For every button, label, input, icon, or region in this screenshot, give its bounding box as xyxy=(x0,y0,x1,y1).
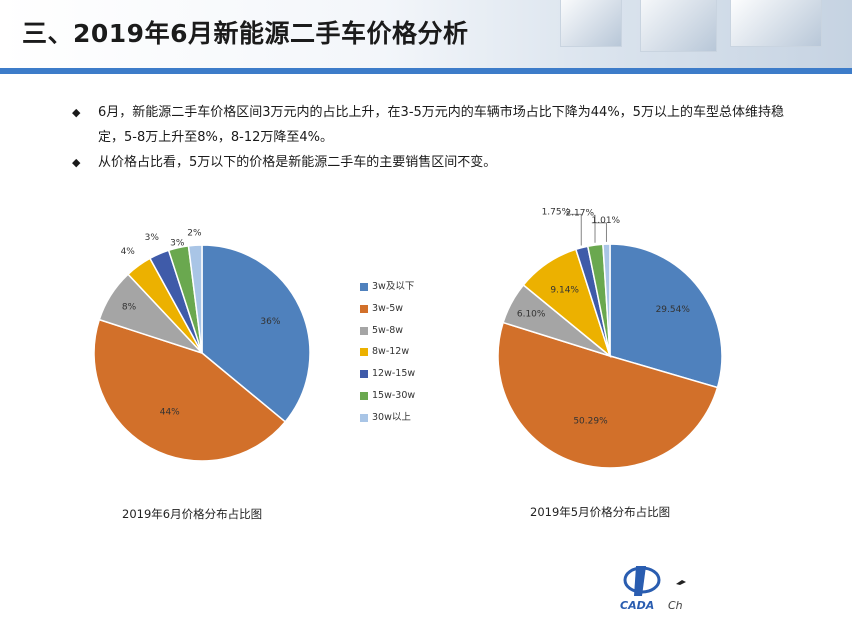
legend-label: 8w-12w xyxy=(372,346,410,358)
data-label: 3% xyxy=(170,238,185,248)
header-accent-bar xyxy=(0,68,852,74)
pie-slice xyxy=(93,318,287,462)
legend-swatch xyxy=(360,283,368,291)
svg-text:Ch: Ch xyxy=(668,599,683,612)
legend-label: 5w-8w xyxy=(372,324,404,336)
bullet-item: ◆ 6月，新能源二手车价格区间3万元内的占比上升，在3-5万元内的车辆市场占比下… xyxy=(72,100,792,150)
diamond-icon: ◆ xyxy=(72,156,81,169)
decor-cube xyxy=(730,0,822,47)
data-label: 6.10% xyxy=(517,309,546,319)
data-label: 8% xyxy=(122,303,137,313)
legend-swatch xyxy=(360,348,368,357)
bullet-text: 从价格占比看，5万以下的价格是新能源二手车的主要销售区间不变。 xyxy=(98,155,497,170)
data-label: 44% xyxy=(160,408,180,418)
legend-swatch xyxy=(360,326,368,335)
legend-label: 15w-30w xyxy=(372,389,416,401)
legend-label: 3w-5w xyxy=(372,302,404,314)
chart-legend: 3w及以下 3w-5w 5w-8w 8w-12w 12w-15w 15w-30w 30w以上 xyxy=(360,280,415,433)
legend-item: 8w-12w xyxy=(360,345,415,367)
pie-slice xyxy=(187,244,203,354)
page-title: 三、2019年6月新能源二手车价格分析 xyxy=(22,19,469,48)
pie-slice xyxy=(201,244,311,423)
legend-swatch xyxy=(360,413,368,422)
cada-logo: CADA Ch xyxy=(612,562,722,618)
data-label: 3% xyxy=(145,233,160,243)
data-label: 36% xyxy=(260,317,280,327)
data-label: 1.75% xyxy=(542,207,571,217)
data-label: 4% xyxy=(121,247,136,257)
decor-cube xyxy=(560,0,622,47)
legend-item: 3w-5w xyxy=(360,302,415,324)
legend-swatch xyxy=(360,304,368,313)
header: 三、2019年6月新能源二手车价格分析 xyxy=(0,0,852,70)
data-label: 2.17% xyxy=(565,208,594,218)
data-label: 29.54% xyxy=(656,305,691,315)
diamond-icon: ◆ xyxy=(72,106,81,119)
pie-slice xyxy=(602,243,611,357)
legend-label: 12w-15w xyxy=(372,368,416,380)
legend-item: 12w-15w xyxy=(360,367,415,389)
data-label: 2% xyxy=(187,228,202,238)
data-label: 50.29% xyxy=(573,416,608,426)
leader-line xyxy=(593,214,596,243)
legend-label: 3w及以下 xyxy=(372,281,415,292)
bullet-list: ◆ 6月，新能源二手车价格区间3万元内的占比上升，在3-5万元内的车辆市场占比下… xyxy=(72,100,792,175)
leader-line xyxy=(591,222,607,242)
pie-slice xyxy=(497,321,719,469)
legend-item: 3w及以下 xyxy=(360,280,415,302)
bullet-text: 6月，新能源二手车价格区间3万元内的占比上升，在3-5万元内的车辆市场占比下降为… xyxy=(98,105,784,145)
leader-line xyxy=(569,213,582,246)
chart-title-june: 2019年6月价格分布占比图 xyxy=(122,507,263,521)
logo-icon: CADA Ch xyxy=(620,566,686,612)
data-label: 9.14% xyxy=(550,285,579,295)
legend-swatch xyxy=(360,370,368,379)
legend-item: 15w-30w xyxy=(360,389,415,411)
legend-item: 30w以上 xyxy=(360,411,415,433)
legend-label: 30w以上 xyxy=(372,411,411,423)
legend-item: 5w-8w xyxy=(360,324,415,346)
bullet-item: ◆ 从价格占比看，5万以下的价格是新能源二手车的主要销售区间不变。 xyxy=(72,150,792,175)
chart-title-may: 2019年5月价格分布占比图 xyxy=(530,505,671,519)
data-label: 1.01% xyxy=(592,216,621,226)
legend-swatch xyxy=(360,391,368,400)
svg-text:CADA: CADA xyxy=(620,599,654,612)
decor-cube xyxy=(640,0,717,52)
pie-slice xyxy=(609,243,723,389)
